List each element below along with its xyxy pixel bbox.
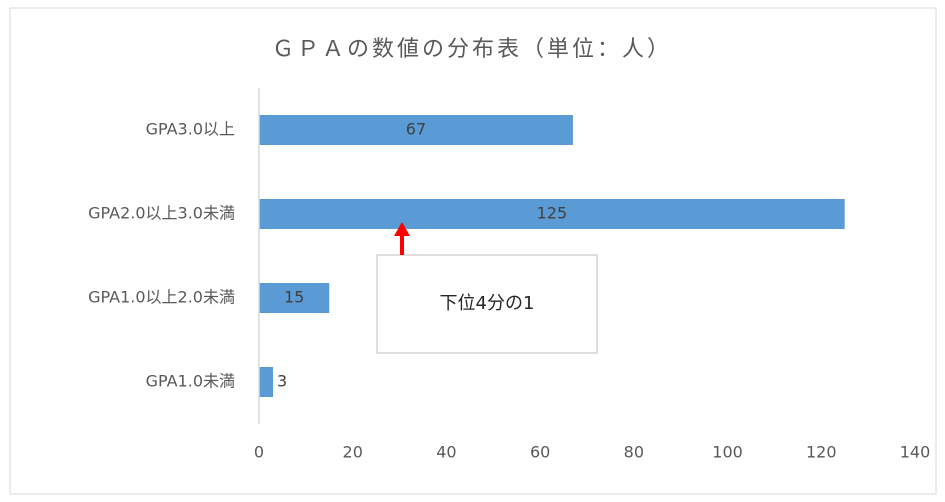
x-tick-label: 100	[712, 443, 743, 462]
x-tick-label: 120	[806, 443, 837, 462]
x-tick-label: 140	[900, 443, 931, 462]
bar	[259, 115, 573, 145]
chart-title: ＧＰＡの数値の分布表（単位：人）	[272, 37, 672, 62]
data-label: 67	[406, 120, 426, 139]
bar	[259, 199, 845, 229]
y-tick-label: GPA1.0未満	[146, 372, 235, 391]
bar	[259, 283, 330, 313]
x-tick-label: 0	[254, 443, 264, 462]
x-tick-label: 80	[624, 443, 644, 462]
data-label: 15	[284, 288, 304, 307]
data-label: 3	[277, 372, 287, 391]
y-tick-label: GPA2.0以上3.0未満	[88, 204, 235, 223]
annotation-box	[376, 254, 598, 354]
x-tick-label: 40	[436, 443, 456, 462]
annotation-arrowhead	[394, 222, 410, 236]
y-tick-label: GPA3.0以上	[146, 120, 235, 139]
x-tick-label: 60	[530, 443, 550, 462]
y-tick-label: GPA1.0以上2.0未満	[88, 288, 235, 307]
bar	[259, 367, 274, 397]
data-label: 125	[537, 204, 568, 223]
x-tick-label: 20	[343, 443, 363, 462]
annotation-text: 下位4分の1	[440, 293, 535, 314]
chart-border	[9, 7, 937, 495]
